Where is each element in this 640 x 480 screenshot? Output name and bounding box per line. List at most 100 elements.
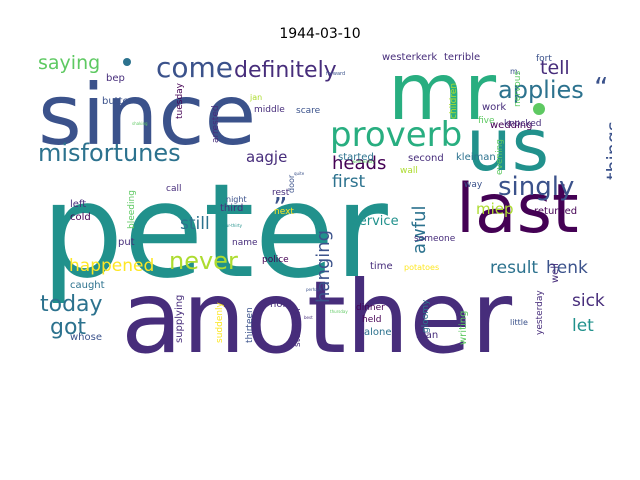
word: evening bbox=[495, 139, 505, 175]
word: still bbox=[180, 214, 210, 234]
word: “ bbox=[594, 71, 609, 104]
word: sick bbox=[572, 291, 605, 311]
word: alone bbox=[364, 327, 392, 338]
word: police bbox=[262, 255, 289, 265]
word: held bbox=[362, 315, 381, 325]
word: heads bbox=[332, 153, 386, 174]
word: mr bbox=[388, 48, 497, 138]
word: misfortunes bbox=[38, 139, 181, 167]
word: work bbox=[482, 102, 506, 113]
word: cold bbox=[70, 212, 91, 223]
word: call bbox=[166, 184, 181, 194]
tiny-word: best bbox=[304, 315, 313, 320]
word: left bbox=[70, 199, 86, 210]
word: never bbox=[169, 247, 238, 275]
word: westerkerk bbox=[382, 52, 437, 63]
word: middle bbox=[254, 105, 285, 115]
word: next bbox=[274, 207, 294, 217]
word: first bbox=[332, 172, 366, 192]
word: let bbox=[572, 316, 594, 336]
word: yesterday bbox=[535, 290, 545, 335]
word: proverb bbox=[330, 115, 462, 155]
word: kleiman bbox=[456, 152, 496, 163]
tiny-word: thursday bbox=[330, 309, 348, 314]
word: time bbox=[370, 261, 393, 272]
word: happened bbox=[69, 256, 154, 276]
word: suddenly bbox=[215, 301, 225, 343]
word: gloomy bbox=[421, 299, 431, 333]
word: well bbox=[550, 263, 561, 283]
tiny-word: perhaps bbox=[306, 287, 322, 292]
word: applies bbox=[498, 76, 584, 104]
word: m. bbox=[510, 67, 520, 76]
tiny-word: quite bbox=[294, 171, 305, 176]
word: result bbox=[490, 258, 538, 278]
word: peter bbox=[41, 155, 388, 307]
word: children bbox=[449, 83, 459, 119]
tiny-word: wednesday bbox=[352, 159, 375, 164]
word: dinner bbox=[356, 303, 385, 313]
word-cloud-canvas: peter another since mr us last proverb m… bbox=[38, 48, 612, 358]
word: tuesday bbox=[175, 82, 185, 119]
word: five bbox=[478, 116, 495, 126]
tiny-word: four-thirty bbox=[222, 223, 243, 228]
word: writing bbox=[458, 311, 469, 345]
word: started bbox=[338, 152, 374, 163]
word: ” bbox=[273, 191, 288, 224]
word: name bbox=[232, 238, 258, 248]
tiny-word: forward bbox=[326, 71, 345, 77]
word: awful bbox=[409, 206, 430, 255]
word: got bbox=[50, 315, 86, 340]
word: man bbox=[416, 330, 438, 341]
word: since bbox=[38, 66, 256, 164]
dot-mark bbox=[123, 58, 131, 66]
word: terrible bbox=[444, 52, 480, 63]
word: little bbox=[510, 318, 528, 327]
word: butter bbox=[102, 96, 134, 107]
word: knocked bbox=[504, 119, 542, 129]
word: things bbox=[603, 121, 612, 180]
word: fort bbox=[536, 54, 552, 64]
word: third bbox=[220, 203, 243, 214]
word: stomach bbox=[293, 308, 303, 347]
word: returned bbox=[534, 206, 577, 217]
word: door bbox=[287, 174, 296, 193]
word: come bbox=[156, 51, 233, 84]
word: wall bbox=[400, 166, 418, 176]
word: whose bbox=[70, 332, 102, 343]
chart-title: 1944-03-10 bbox=[279, 26, 361, 42]
word: us bbox=[466, 103, 549, 187]
word: put bbox=[118, 237, 135, 248]
word: last bbox=[456, 170, 579, 249]
word: way bbox=[464, 180, 483, 190]
word: rest bbox=[272, 188, 290, 198]
word: definitely bbox=[234, 58, 337, 83]
tiny-word: shaking bbox=[132, 121, 148, 126]
dot-mark bbox=[533, 103, 545, 115]
word: jan bbox=[249, 93, 262, 102]
word: aagje bbox=[246, 148, 287, 166]
word: thirteen bbox=[245, 307, 255, 343]
word: someone bbox=[414, 234, 456, 244]
word: miep bbox=[476, 200, 514, 218]
word: caught bbox=[70, 280, 105, 291]
word: wedding bbox=[490, 120, 533, 131]
word: service bbox=[352, 214, 399, 229]
word: second bbox=[408, 153, 444, 164]
word: night bbox=[226, 195, 247, 204]
word: henk bbox=[546, 258, 588, 278]
word: bep bbox=[106, 73, 125, 84]
word: tell bbox=[540, 57, 570, 79]
word: saying bbox=[38, 52, 100, 74]
word: singly bbox=[498, 172, 574, 202]
word: another bbox=[121, 259, 513, 358]
word: hanging bbox=[313, 230, 334, 303]
word: potatoes bbox=[404, 263, 439, 272]
word: nervous bbox=[513, 71, 523, 107]
word: scare bbox=[296, 106, 321, 116]
word: hold bbox=[270, 299, 292, 310]
word: supplying bbox=[174, 295, 185, 343]
word: arrested bbox=[211, 105, 221, 143]
word-cloud: peter another since mr us last proverb m… bbox=[36, 47, 612, 358]
